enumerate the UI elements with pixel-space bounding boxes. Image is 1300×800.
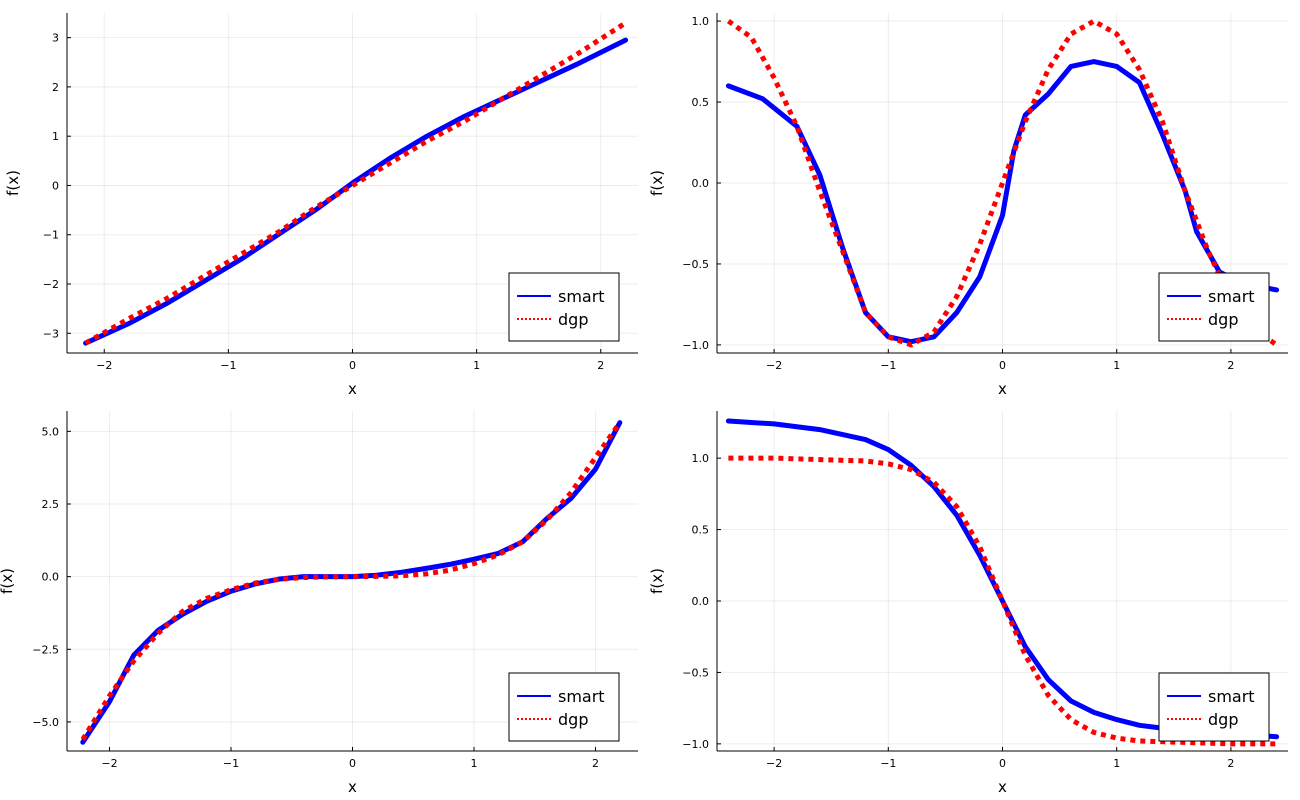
y-tick-label: −0.5	[682, 258, 709, 271]
x-axis-label: x	[998, 380, 1007, 398]
x-tick-label: 2	[1227, 359, 1234, 372]
y-tick-label: 5.0	[42, 425, 60, 438]
x-axis-label: x	[348, 380, 357, 398]
y-tick-label: 1.0	[692, 452, 710, 465]
y-tick-label: −1.0	[682, 339, 709, 352]
series-group	[83, 20, 629, 346]
y-tick-label: 0.0	[42, 571, 60, 584]
x-tick-label: 0	[999, 359, 1006, 372]
series-group	[80, 420, 623, 745]
legend: smart dgp	[508, 672, 620, 742]
y-tick-label: −3	[43, 327, 59, 340]
x-tick-label: −1	[880, 757, 896, 770]
legend-label-smart: smart	[558, 687, 605, 706]
legend-box	[508, 272, 620, 342]
x-axis-label: x	[348, 778, 357, 796]
y-tick-label: 2	[52, 81, 59, 94]
series-line-smart	[725, 418, 1280, 740]
y-tick-label: 3	[52, 32, 59, 45]
series-line-dgp	[80, 421, 622, 741]
x-tick-label: 0	[999, 757, 1006, 770]
series-group	[725, 18, 1280, 348]
legend-box	[1158, 272, 1270, 342]
x-tick-label: −2	[766, 757, 782, 770]
y-tick-label: −2	[43, 278, 59, 291]
y-tick-label: −2.5	[32, 643, 59, 656]
x-tick-label: 2	[592, 757, 599, 770]
y-tick-label: 0.0	[692, 177, 710, 190]
y-tick-label: −0.5	[682, 666, 709, 679]
y-tick-label: −1.0	[682, 738, 709, 751]
x-tick-label: 0	[349, 757, 356, 770]
x-tick-label: 1	[1113, 757, 1120, 770]
x-tick-label: 1	[470, 757, 477, 770]
y-tick-label: 1	[52, 130, 59, 143]
x-tick-label: 2	[1227, 757, 1234, 770]
x-tick-label: −2	[96, 359, 112, 372]
legend-label-dgp: dgp	[558, 710, 588, 729]
legend-box	[1158, 672, 1270, 742]
y-axis-label: f(x)	[648, 568, 666, 594]
subplot-2: −2 −1 0 1 2 −1.0 −0.5 0.0 0.5 1.0 x f(x) smart dgp	[648, 13, 1288, 398]
x-tick-label: −1	[220, 359, 236, 372]
y-tick-label: 0.5	[692, 524, 710, 537]
legend: smart dgp	[1158, 272, 1270, 342]
legend-label-smart: smart	[1208, 687, 1255, 706]
y-axis-label: f(x)	[648, 170, 666, 196]
x-tick-label: −2	[766, 359, 782, 372]
y-tick-label: 1.0	[692, 15, 710, 28]
y-tick-label: 2.5	[42, 498, 60, 511]
y-tick-label: −1	[43, 229, 59, 242]
legend: smart dgp	[508, 272, 620, 342]
x-tick-label: −1	[880, 359, 896, 372]
x-tick-label: 2	[597, 359, 604, 372]
subplot-4: −2 −1 0 1 2 −1.0 −0.5 0.0 0.5 1.0 x f(x) smart dgp	[648, 411, 1288, 796]
x-tick-label: 1	[1113, 359, 1120, 372]
y-tick-label: 0.5	[692, 96, 710, 109]
legend-label-smart: smart	[1208, 287, 1255, 306]
y-tick-label: 0	[52, 179, 59, 192]
legend-label-dgp: dgp	[558, 310, 588, 329]
y-axis-label: f(x)	[0, 568, 16, 594]
x-tick-label: −2	[101, 757, 117, 770]
legend-label-dgp: dgp	[1208, 710, 1238, 729]
y-axis-label: f(x)	[4, 170, 22, 196]
legend: smart dgp	[1158, 672, 1270, 742]
x-tick-label: 0	[349, 359, 356, 372]
y-tick-label: 0.0	[692, 595, 710, 608]
x-axis-label: x	[998, 778, 1007, 796]
x-tick-label: 1	[473, 359, 480, 372]
legend-box	[508, 672, 620, 742]
legend-label-dgp: dgp	[1208, 310, 1238, 329]
x-tick-label: −1	[223, 757, 239, 770]
legend-label-smart: smart	[558, 287, 605, 306]
series-group	[725, 418, 1280, 747]
series-line-dgp	[84, 20, 627, 346]
y-tick-label: −5.0	[32, 716, 59, 729]
subplot-1: −2 −1 0 1 2 −3 −2 −1 0 1 2 3 x f(x) smart dgp	[4, 13, 638, 398]
subplot-3: −2 −1 0 1 2 −5.0 −2.5 0.0 2.5 5.0 x f(x) smart dgp	[0, 411, 638, 796]
series-line-dgp	[726, 18, 1279, 348]
